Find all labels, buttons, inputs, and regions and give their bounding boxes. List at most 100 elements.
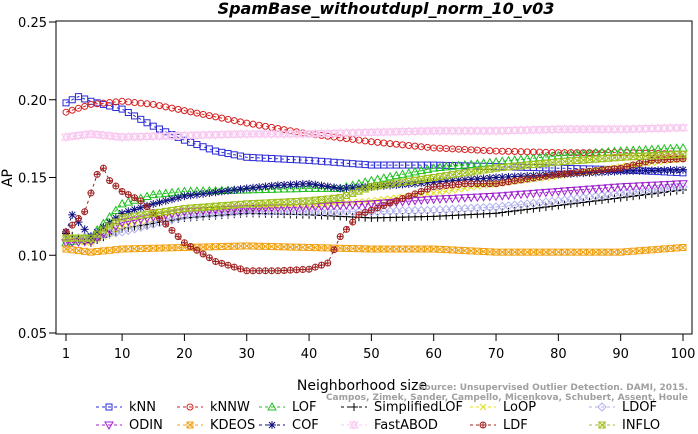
data-point xyxy=(204,129,215,140)
data-point xyxy=(604,165,612,173)
legend-marker xyxy=(350,403,358,411)
data-point xyxy=(143,203,151,211)
data-point xyxy=(484,157,495,167)
data-point xyxy=(87,189,95,197)
data-point xyxy=(516,206,525,215)
data-point xyxy=(478,193,489,202)
data-point xyxy=(155,244,163,252)
data-point xyxy=(205,254,213,262)
legend-item-odin: ODIN xyxy=(96,418,163,433)
data-point xyxy=(572,124,582,135)
data-point xyxy=(92,129,103,140)
data-point xyxy=(504,207,513,216)
data-point xyxy=(541,188,551,198)
data-point xyxy=(472,125,483,136)
data-point xyxy=(542,172,550,180)
data-point xyxy=(167,130,177,141)
y-tick-label: 0.25 xyxy=(18,16,47,31)
data-point xyxy=(243,242,251,250)
data-point xyxy=(467,247,475,255)
data-point xyxy=(535,203,544,212)
data-point xyxy=(598,166,606,174)
data-point xyxy=(603,124,614,135)
data-point xyxy=(523,175,531,183)
data-point xyxy=(118,187,126,195)
data-point xyxy=(397,206,408,216)
data-point xyxy=(584,124,595,135)
data-point xyxy=(342,192,351,200)
x-axis-label: Neighborhood size xyxy=(297,378,427,394)
data-point xyxy=(242,184,251,193)
data-point xyxy=(534,189,545,198)
data-point xyxy=(504,178,512,186)
data-point xyxy=(316,207,327,217)
data-point xyxy=(329,207,339,217)
data-point xyxy=(423,185,431,193)
data-point xyxy=(273,184,283,193)
data-point xyxy=(293,266,301,274)
data-point xyxy=(223,129,233,140)
data-point xyxy=(104,226,115,236)
data-point xyxy=(67,238,78,248)
series-inflo xyxy=(61,150,688,242)
data-point xyxy=(323,182,332,191)
data-point xyxy=(528,124,539,135)
data-point xyxy=(590,185,601,194)
x-tick-label: 60 xyxy=(425,347,442,362)
legend-marker xyxy=(104,421,114,431)
data-point xyxy=(466,168,476,176)
data-point xyxy=(110,222,121,232)
data-point xyxy=(635,160,643,168)
data-point xyxy=(142,191,152,200)
data-point xyxy=(628,123,639,134)
data-point xyxy=(367,206,375,214)
y-axis: 0.05 0.10 0.15 0.20 0.25 xyxy=(18,16,56,342)
data-point xyxy=(105,222,114,230)
data-point xyxy=(417,187,425,195)
data-point xyxy=(241,184,252,194)
data-point xyxy=(659,181,670,190)
data-point xyxy=(155,214,163,222)
data-point xyxy=(143,119,151,127)
data-point xyxy=(291,183,302,193)
data-point xyxy=(129,216,140,226)
data-point xyxy=(255,242,263,250)
data-point xyxy=(503,125,514,136)
data-point xyxy=(484,192,495,202)
data-point xyxy=(323,207,333,217)
data-point xyxy=(379,206,389,217)
data-point xyxy=(192,130,202,141)
data-point xyxy=(567,248,575,256)
data-point xyxy=(467,184,475,191)
data-point xyxy=(211,188,220,197)
data-point xyxy=(81,208,89,216)
data-point xyxy=(554,170,562,178)
data-point xyxy=(329,183,338,192)
data-point xyxy=(547,188,557,197)
data-point xyxy=(448,181,456,189)
legend-marker xyxy=(268,421,276,429)
data-point xyxy=(67,131,78,142)
data-point xyxy=(99,247,107,255)
data-point xyxy=(355,245,363,253)
data-point xyxy=(360,200,371,210)
data-point xyxy=(410,166,420,176)
data-point xyxy=(609,183,620,193)
data-point xyxy=(435,195,445,204)
y-tick-label: 0.05 xyxy=(18,327,47,342)
x-axis: 1 10 20 30 40 50 60 70 80 90 100 xyxy=(62,334,695,362)
data-point xyxy=(622,153,632,161)
data-point xyxy=(380,195,388,203)
data-point xyxy=(148,131,159,142)
data-point xyxy=(430,183,438,191)
data-point xyxy=(224,261,232,269)
data-point xyxy=(242,207,252,217)
data-point xyxy=(671,122,682,133)
data-point xyxy=(310,207,321,217)
legend-label: LoOP xyxy=(503,400,536,415)
data-point xyxy=(154,131,165,142)
data-point xyxy=(112,182,120,190)
data-point xyxy=(123,197,134,206)
data-point xyxy=(329,128,339,139)
data-point xyxy=(529,174,537,182)
